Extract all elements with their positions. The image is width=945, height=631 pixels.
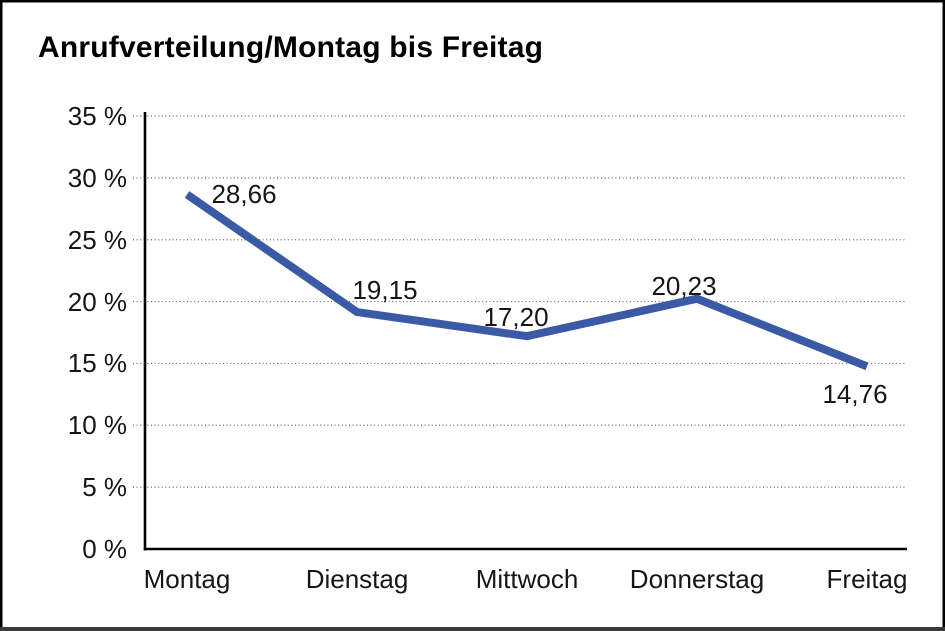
y-tick-label: 25 % [67, 224, 127, 255]
data-label: 28,66 [211, 179, 277, 210]
series-line [184, 191, 869, 371]
y-tick-label: 0 % [82, 534, 127, 564]
chart-title: Anrufverteilung/Montag bis Freitag [38, 31, 544, 64]
x-category-label: Donnerstag [629, 564, 765, 594]
y-tick-label: 30 % [67, 162, 127, 193]
data-label: 20,23 [651, 270, 717, 301]
y-tick-label: 5 % [82, 472, 127, 503]
data-label: 17,20 [483, 302, 549, 333]
y-tick-label: 10 % [67, 410, 127, 441]
x-category-label: Montag [143, 564, 231, 594]
y-tick-label: 35 % [67, 101, 127, 131]
y-tick-label: 15 % [67, 348, 127, 379]
x-category-label: Freitag [826, 564, 908, 594]
x-category-label: Mittwoch [475, 564, 579, 594]
y-tick-label: 20 % [67, 286, 127, 317]
data-label: 14,76 [822, 379, 888, 410]
x-category-label: Dienstag [305, 564, 409, 594]
data-label: 19,15 [352, 275, 418, 306]
